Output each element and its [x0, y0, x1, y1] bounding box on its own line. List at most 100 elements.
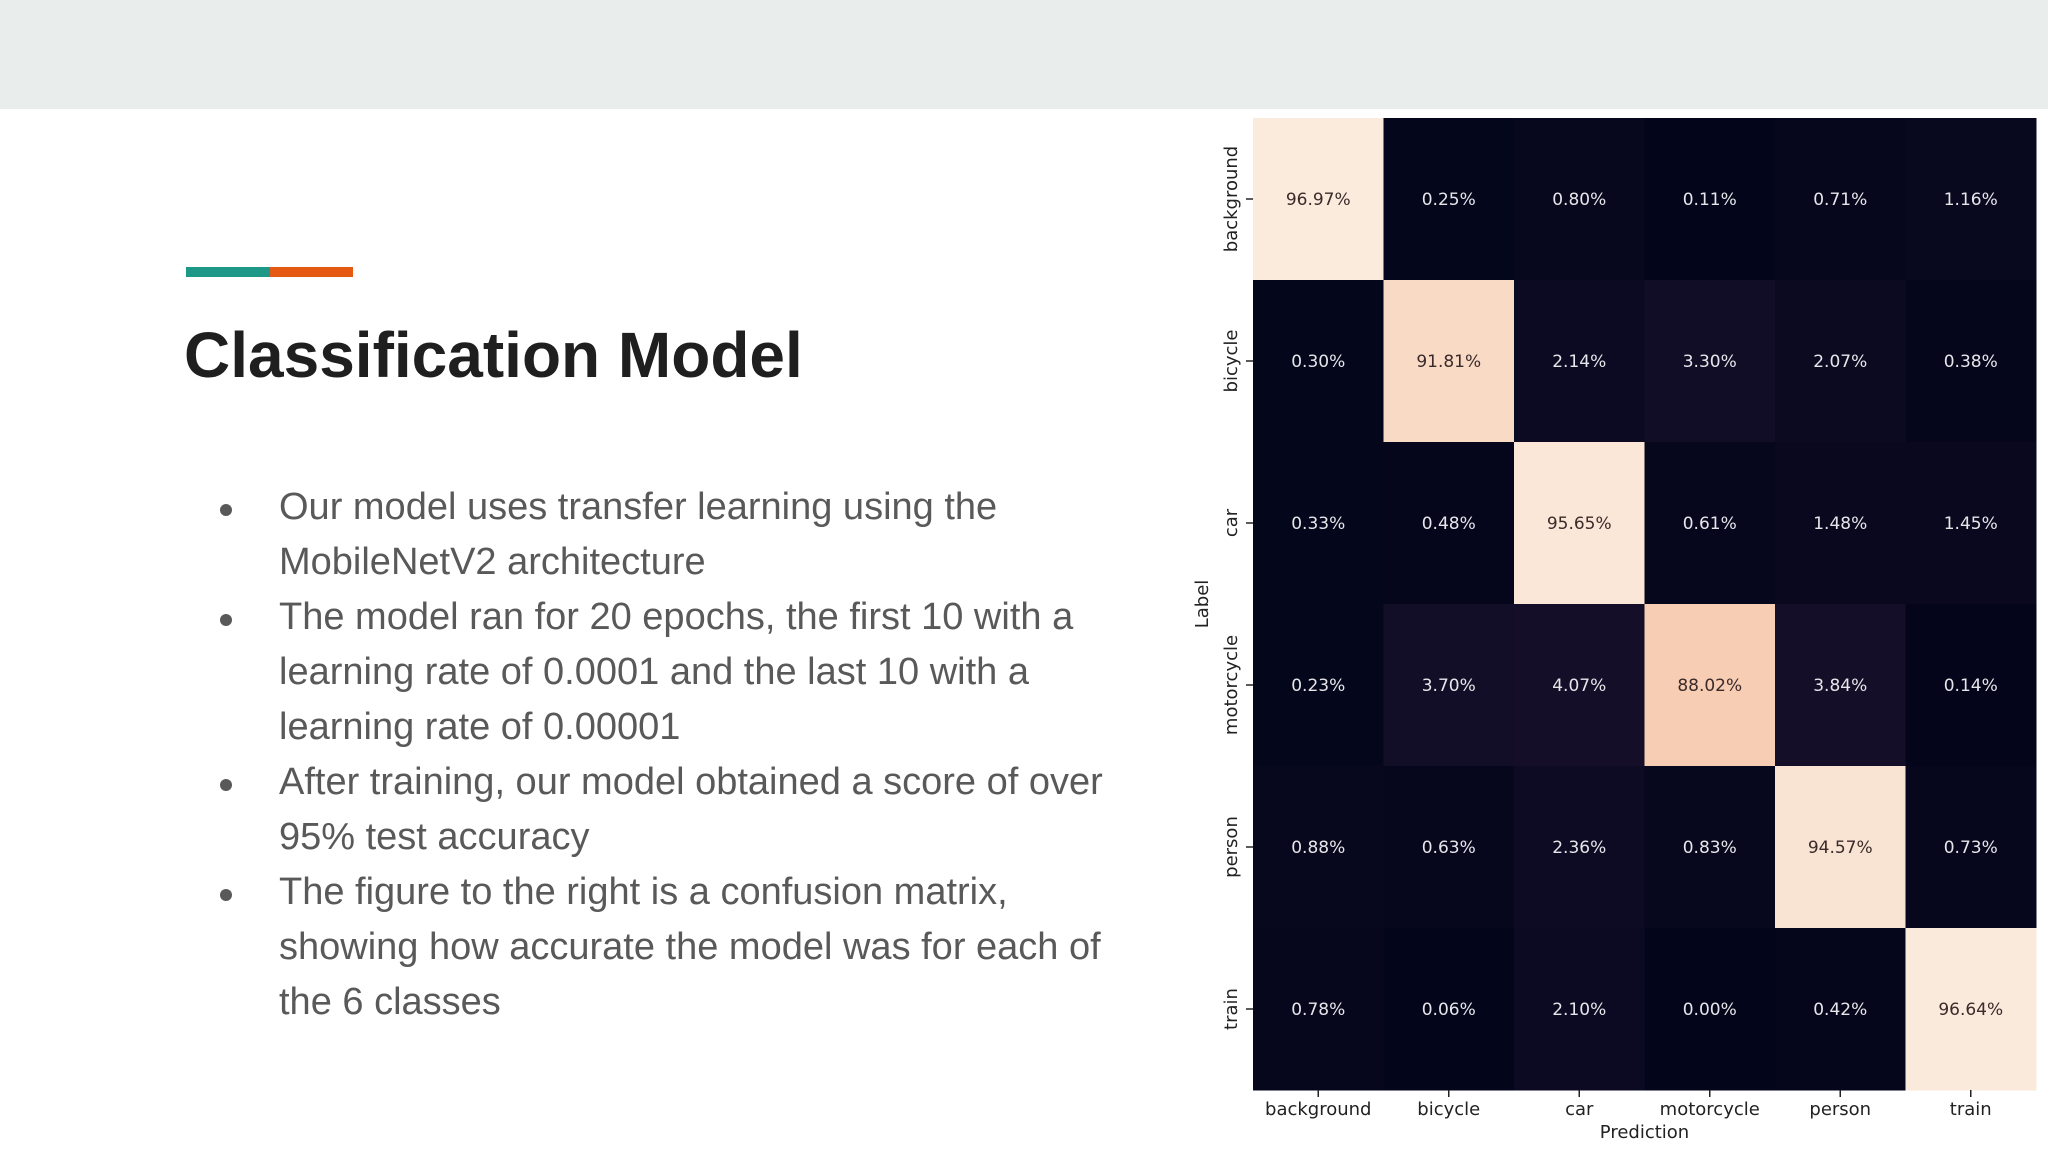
- accent-teal-segment: [186, 267, 270, 277]
- heatmap-cell: [1905, 118, 2037, 281]
- cell-value-label: 0.11%: [1683, 190, 1737, 210]
- cell-value-label: 3.70%: [1422, 676, 1476, 696]
- heatmap-cell: [1383, 928, 1515, 1091]
- heatmap-cell: [1775, 604, 1906, 767]
- heatmap-cell: [1644, 928, 1776, 1091]
- cell-value-label: 0.88%: [1291, 838, 1345, 858]
- heatmap-cell: [1905, 766, 2037, 929]
- y-tick-label: motorcycle: [1221, 635, 1242, 735]
- x-tick-label: motorcycle: [1660, 1099, 1760, 1120]
- heatmap-cell: [1775, 118, 1906, 281]
- heatmap-cell: [1514, 928, 1645, 1091]
- cell-value-label: 0.83%: [1683, 838, 1737, 858]
- bullet-text: Our model uses transfer learning using t…: [279, 486, 998, 583]
- x-tick-label: car: [1565, 1099, 1594, 1120]
- cell-value-label: 96.64%: [1938, 1000, 2003, 1020]
- cell-value-label: 0.48%: [1422, 514, 1476, 534]
- heatmap-cell: [1775, 766, 1906, 929]
- cell-value-label: 0.30%: [1291, 352, 1345, 372]
- x-tick-label: bicycle: [1417, 1099, 1480, 1120]
- x-axis-title: Prediction: [1600, 1122, 1689, 1143]
- bullet-dot-icon: [220, 614, 232, 626]
- heatmap-cell: [1775, 280, 1906, 443]
- cell-value-label: 1.16%: [1944, 190, 1998, 210]
- bullet-item: The figure to the right is a confusion m…: [210, 865, 1130, 1030]
- bullet-text: The figure to the right is a confusion m…: [279, 871, 1101, 1023]
- heatmap-cell: [1383, 604, 1515, 767]
- y-tick-label: bicycle: [1221, 330, 1242, 393]
- bullet-dot-icon: [220, 889, 232, 901]
- heatmap-cell: [1644, 280, 1776, 443]
- cell-value-label: 0.33%: [1291, 514, 1345, 534]
- cell-value-label: 0.23%: [1291, 676, 1345, 696]
- cell-value-label: 0.71%: [1813, 190, 1867, 210]
- y-axis-title: Label: [1192, 580, 1213, 629]
- heatmap-cell: [1905, 442, 2037, 605]
- heatmap-cell: [1905, 928, 2037, 1091]
- heatmap-cell: [1775, 928, 1906, 1091]
- heatmap-cell: [1905, 280, 2037, 443]
- header-band: [0, 0, 2048, 109]
- heatmap-cell: [1775, 442, 1906, 605]
- heatmap-cell: [1253, 280, 1384, 443]
- cell-value-label: 0.61%: [1683, 514, 1737, 534]
- cell-value-label: 91.81%: [1416, 352, 1481, 372]
- cell-value-label: 2.07%: [1813, 352, 1867, 372]
- bullet-item: The model ran for 20 epochs, the first 1…: [210, 590, 1130, 755]
- cell-value-label: 0.80%: [1552, 190, 1606, 210]
- heatmap-cell: [1905, 604, 2037, 767]
- cell-value-label: 0.78%: [1291, 1000, 1345, 1020]
- cell-value-label: 0.63%: [1422, 838, 1476, 858]
- title-accent-bar: [186, 267, 353, 277]
- cell-value-label: 0.25%: [1422, 190, 1476, 210]
- accent-orange-segment: [270, 267, 353, 277]
- slide-title: Classification Model: [184, 319, 803, 391]
- heatmap-cell: [1644, 118, 1776, 281]
- heatmap-cell: [1514, 442, 1645, 605]
- cell-value-label: 0.38%: [1944, 352, 1998, 372]
- bullet-dot-icon: [220, 504, 232, 516]
- heatmap-cell: [1514, 766, 1645, 929]
- heatmap-cell: [1253, 766, 1384, 929]
- bullet-item: Our model uses transfer learning using t…: [210, 480, 1130, 590]
- y-tick-label: person: [1221, 816, 1242, 878]
- heatmap-cell: [1253, 118, 1384, 281]
- heatmap-cell: [1644, 604, 1776, 767]
- cell-value-label: 88.02%: [1677, 676, 1742, 696]
- cell-value-label: 1.45%: [1944, 514, 1998, 534]
- y-tick-label: background: [1221, 146, 1242, 252]
- cell-value-label: 0.42%: [1813, 1000, 1867, 1020]
- heatmap-cell: [1383, 766, 1515, 929]
- cell-value-label: 0.73%: [1944, 838, 1998, 858]
- confusion-matrix-svg: 96.97% 0.25% 0.80% 0.11% 0.71% 1.16% 0.30% 91.8…: [1192, 118, 2037, 1143]
- heatmap-cell: [1644, 766, 1776, 929]
- heatmap-cell: [1383, 442, 1515, 605]
- heatmap-cell: [1383, 280, 1515, 443]
- cell-value-label: 2.36%: [1552, 838, 1606, 858]
- x-tick-label: train: [1950, 1099, 1992, 1120]
- cell-value-label: 94.57%: [1808, 838, 1873, 858]
- cell-value-label: 0.00%: [1683, 1000, 1737, 1020]
- heatmap-cell: [1514, 118, 1645, 281]
- cell-value-label: 2.14%: [1552, 352, 1606, 372]
- cell-value-label: 1.48%: [1813, 514, 1867, 534]
- cell-value-label: 95.65%: [1547, 514, 1612, 534]
- x-tick-label: person: [1809, 1099, 1871, 1120]
- cell-value-label: 3.84%: [1813, 676, 1867, 696]
- heatmap-cell: [1514, 604, 1645, 767]
- heatmap-cell: [1514, 280, 1645, 443]
- heatmap-cell: [1253, 442, 1384, 605]
- y-tick-label: car: [1221, 508, 1242, 537]
- heatmap-cell: [1383, 118, 1515, 281]
- x-tick-label: background: [1265, 1099, 1371, 1120]
- heatmap-cell: [1253, 604, 1384, 767]
- cell-value-label: 0.06%: [1422, 1000, 1476, 1020]
- heatmap-cell: [1253, 928, 1384, 1091]
- confusion-matrix-chart: 96.97% 0.25% 0.80% 0.11% 0.71% 1.16% 0.30% 91.8…: [1185, 110, 2048, 1152]
- cell-value-label: 0.14%: [1944, 676, 1998, 696]
- bullet-text: After training, our model obtained a sco…: [279, 761, 1103, 858]
- cell-value-label: 96.97%: [1286, 190, 1351, 210]
- bullet-item: After training, our model obtained a sco…: [210, 755, 1130, 865]
- bullet-list: Our model uses transfer learning using t…: [210, 480, 1130, 1030]
- bullet-dot-icon: [220, 779, 232, 791]
